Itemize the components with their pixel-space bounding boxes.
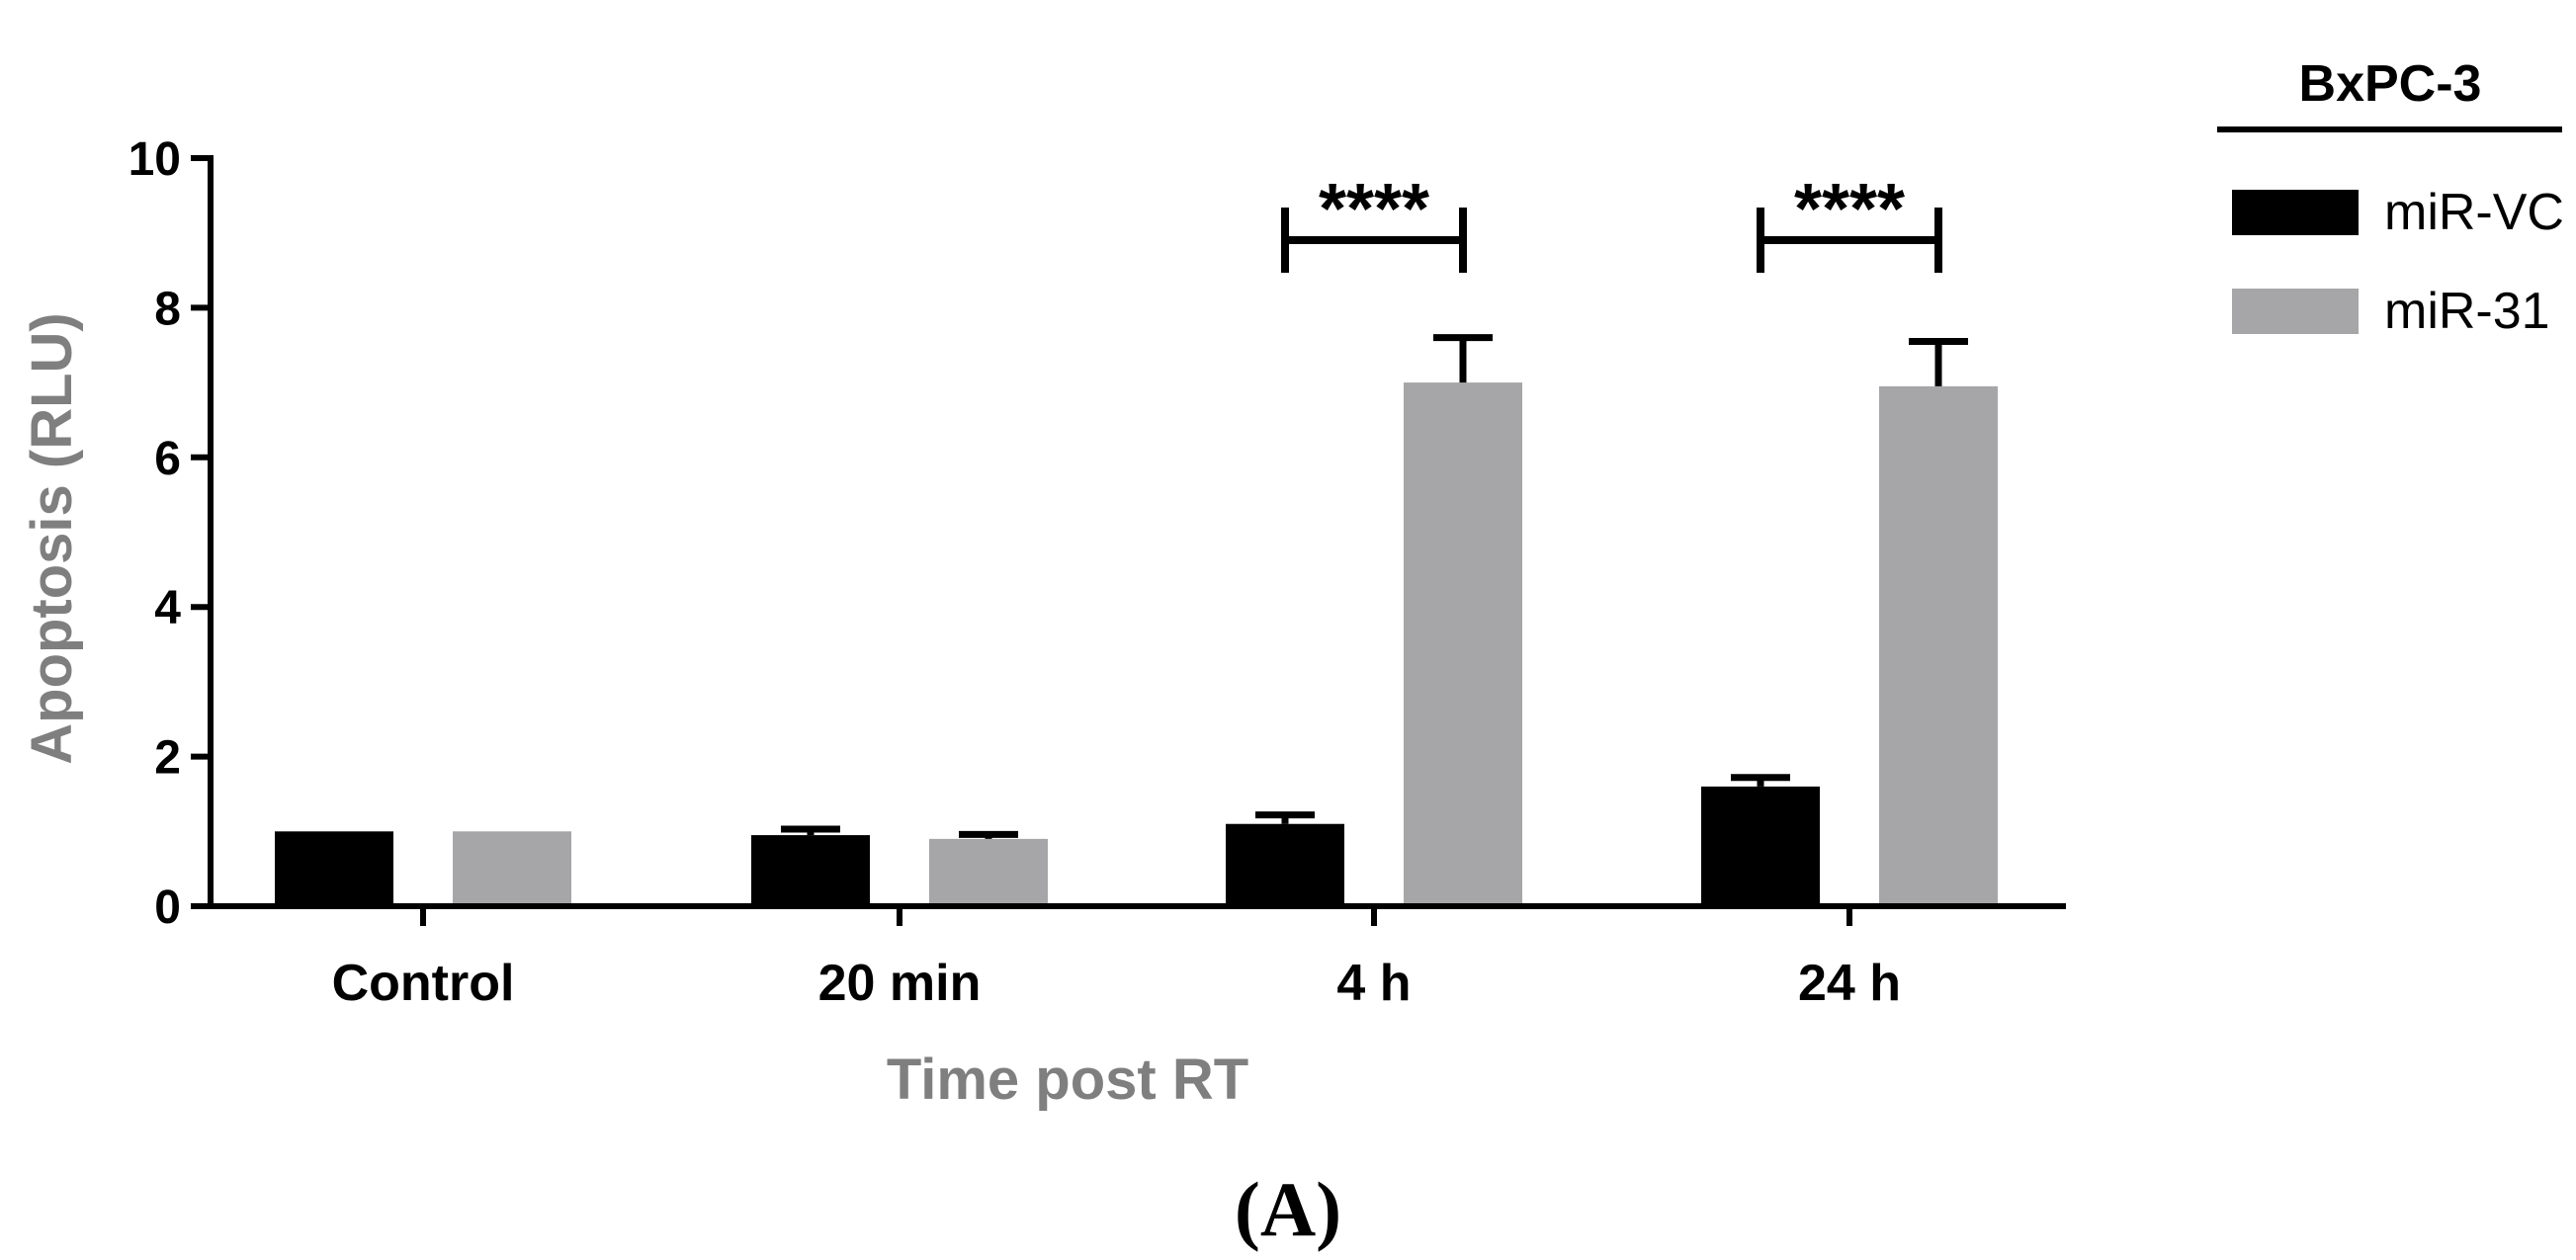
x-tick-label-Control: Control bbox=[332, 955, 515, 1012]
y-tick-label-2: 2 bbox=[154, 732, 181, 785]
bar-miR-VC-20 min bbox=[751, 835, 870, 906]
legend-title: BxPC-3 bbox=[2299, 55, 2482, 113]
legend-label-miR-VC: miR-VC bbox=[2384, 184, 2564, 241]
plot-area: **** **** bbox=[275, 170, 1998, 907]
x-tick-label-20 min: 20 min bbox=[818, 955, 982, 1012]
legend-swatch-miR-VC bbox=[2232, 190, 2359, 235]
legend: miR-VC miR-31 bbox=[2217, 126, 2564, 340]
y-tick-label-6: 6 bbox=[154, 433, 181, 485]
bar-miR-VC-4 h bbox=[1226, 823, 1344, 906]
y-tick-label-10: 10 bbox=[129, 133, 181, 186]
y-axis-title: Apoptosis (RLU) bbox=[20, 312, 84, 765]
bar-miR-31-4 h bbox=[1404, 382, 1522, 907]
bar-miR-VC-24 h bbox=[1701, 786, 1820, 906]
x-tick-label-4 h: 4 h bbox=[1336, 955, 1411, 1012]
y-tick-label-8: 8 bbox=[154, 283, 181, 335]
panel-label: (A) bbox=[1235, 1166, 1341, 1252]
bar-miR-31-Control bbox=[453, 831, 571, 906]
bar-miR-31-20 min bbox=[929, 838, 1048, 906]
legend-swatch-miR-31 bbox=[2232, 289, 2359, 334]
sig-label-4 h: **** bbox=[1319, 170, 1429, 249]
y-tick-label-0: 0 bbox=[154, 882, 181, 934]
legend-label-miR-31: miR-31 bbox=[2384, 283, 2550, 340]
sig-label-24 h: **** bbox=[1794, 170, 1905, 249]
bar-miR-31-24 h bbox=[1879, 385, 1998, 906]
y-tick-label-4: 4 bbox=[154, 582, 181, 634]
x-tick-label-24 h: 24 h bbox=[1798, 955, 1901, 1012]
axes: 0 2 4 6 8 10 Control 20 min 4 h 24 h bbox=[129, 133, 2066, 1012]
bar-miR-VC-Control bbox=[275, 831, 393, 906]
x-axis-title: Time post RT bbox=[887, 1048, 1248, 1112]
